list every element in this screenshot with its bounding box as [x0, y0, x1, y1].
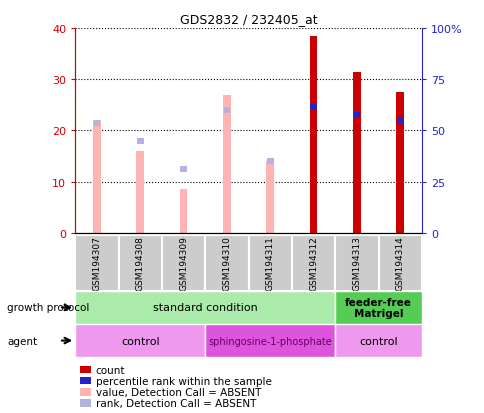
Title: GDS2832 / 232405_at: GDS2832 / 232405_at: [180, 13, 317, 26]
Text: value, Detection Call = ABSENT: value, Detection Call = ABSENT: [95, 387, 260, 397]
Text: agent: agent: [7, 336, 37, 346]
Bar: [266, 159, 273, 165]
Text: feeder-free
Matrigel: feeder-free Matrigel: [345, 297, 411, 318]
Bar: [291, 235, 334, 291]
Text: sphingosine-1-phosphate: sphingosine-1-phosphate: [208, 336, 332, 346]
Bar: [396, 118, 403, 124]
Text: rank, Detection Call = ABSENT: rank, Detection Call = ABSENT: [95, 398, 256, 408]
Text: GSM194311: GSM194311: [265, 236, 274, 291]
Bar: [334, 324, 421, 357]
Bar: [266, 162, 273, 233]
Bar: [310, 105, 316, 111]
Bar: [75, 291, 334, 324]
Bar: [309, 37, 317, 233]
Bar: [75, 324, 205, 357]
Text: control: control: [359, 336, 397, 346]
Text: GSM194312: GSM194312: [308, 236, 318, 291]
Bar: [136, 152, 144, 233]
Bar: [180, 166, 186, 173]
Bar: [118, 235, 162, 291]
Text: GSM194310: GSM194310: [222, 236, 231, 291]
Bar: [162, 235, 205, 291]
Bar: [93, 121, 100, 126]
Bar: [75, 235, 118, 291]
Bar: [223, 108, 230, 114]
Text: GSM194307: GSM194307: [92, 236, 101, 291]
Bar: [205, 324, 334, 357]
Bar: [248, 235, 291, 291]
Bar: [205, 235, 248, 291]
Bar: [136, 138, 143, 145]
Text: percentile rank within the sample: percentile rank within the sample: [95, 376, 271, 386]
Text: count: count: [95, 365, 125, 375]
Text: growth protocol: growth protocol: [7, 303, 90, 313]
Bar: [395, 93, 403, 233]
Bar: [334, 291, 421, 324]
Text: GSM194308: GSM194308: [136, 236, 144, 291]
Bar: [223, 95, 230, 233]
Bar: [334, 235, 378, 291]
Bar: [93, 121, 101, 233]
Text: GSM194313: GSM194313: [352, 236, 361, 291]
Bar: [352, 72, 360, 233]
Bar: [179, 190, 187, 233]
Bar: [353, 113, 360, 119]
Text: control: control: [121, 336, 159, 346]
Text: GSM194309: GSM194309: [179, 236, 188, 291]
Text: GSM194314: GSM194314: [395, 236, 404, 291]
Bar: [378, 235, 421, 291]
Text: standard condition: standard condition: [152, 303, 257, 313]
